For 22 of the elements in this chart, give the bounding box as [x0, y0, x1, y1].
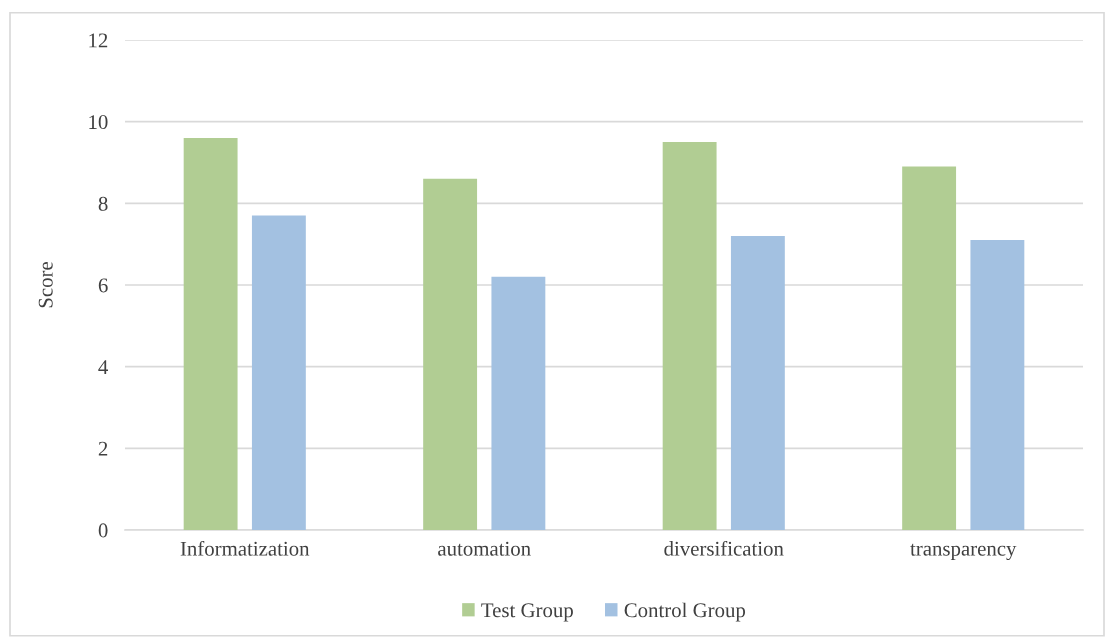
bar [970, 240, 1025, 530]
y-tick-label: 12 [89, 33, 108, 48]
bar [662, 142, 717, 530]
y-tick-label: 6 [98, 278, 108, 293]
x-tick-label: diversification [664, 540, 784, 556]
y-tick-label: 4 [98, 360, 109, 374]
x-tick-label: automation [438, 541, 531, 556]
bar [491, 276, 546, 530]
legend-label: Control Group [624, 602, 746, 622]
y-axis-title: Score [38, 262, 53, 308]
y-tick-label: 10 [89, 115, 108, 130]
bar [423, 178, 478, 530]
bar [251, 215, 306, 530]
bar [183, 138, 238, 530]
y-tick-label: 2 [98, 441, 108, 456]
x-tick-label: Informatization [180, 540, 310, 556]
x-tick-label: transparency [910, 543, 1017, 560]
legend-label: Test Group [481, 603, 573, 622]
bar [730, 236, 785, 530]
bar [902, 166, 957, 530]
y-tick-label: 0 [98, 523, 108, 538]
y-tick-label: 8 [98, 196, 108, 211]
